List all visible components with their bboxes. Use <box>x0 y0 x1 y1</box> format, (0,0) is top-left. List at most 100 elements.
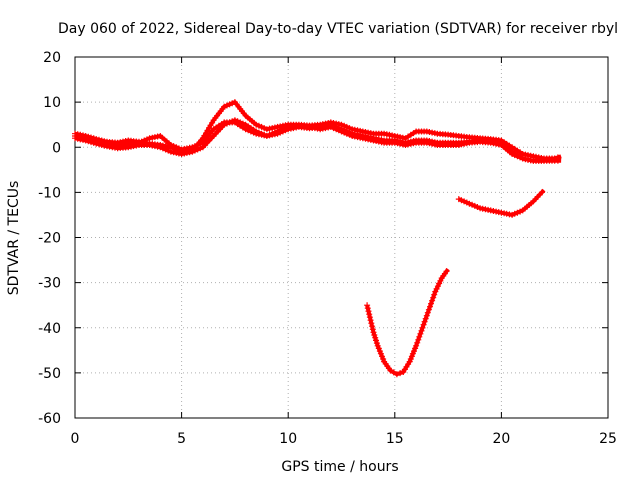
data-point-marker <box>372 334 379 341</box>
data-point-marker <box>424 309 431 316</box>
series-track-5 <box>364 267 450 378</box>
y-axis-label: SDTVAR / TECUs <box>6 181 22 296</box>
y-tick-label: -60 <box>38 411 61 427</box>
data-point-marker <box>514 153 521 160</box>
data-point-marker <box>417 330 424 337</box>
data-point-marker <box>411 348 417 355</box>
data-point-marker <box>415 336 422 343</box>
data-point-marker <box>429 297 436 304</box>
plot-frame <box>74 56 609 419</box>
data-point-marker <box>434 283 441 290</box>
data-point-marker <box>421 318 428 325</box>
data-point-marker <box>141 137 148 144</box>
data-point-marker <box>466 200 473 207</box>
x-tick-label: 0 <box>71 431 80 447</box>
data-point-marker <box>282 125 289 132</box>
data-point-marker <box>430 294 437 301</box>
data-point-marker <box>88 137 94 143</box>
data-point-marker <box>393 371 400 378</box>
data-point-marker <box>266 131 273 138</box>
x-tick-label: 15 <box>386 431 404 447</box>
data-point-marker <box>223 102 230 109</box>
y-tick-label: 10 <box>43 95 61 111</box>
data-point-marker <box>364 302 371 309</box>
data-series <box>72 99 562 378</box>
chart-title: Day 060 of 2022, Sidereal Day-to-day VTE… <box>58 21 618 37</box>
data-point-marker <box>397 370 404 377</box>
data-point-marker <box>517 208 524 215</box>
y-tick-label: -50 <box>38 366 61 382</box>
data-point-marker <box>309 124 316 131</box>
data-point-marker <box>514 209 521 216</box>
data-point-marker <box>170 143 177 150</box>
data-point-marker <box>428 300 434 307</box>
series-track-4 <box>455 188 546 218</box>
data-point-marker <box>221 103 228 110</box>
data-point-marker <box>419 324 426 331</box>
data-point-marker <box>366 311 373 318</box>
y-tick-label: 20 <box>43 50 61 66</box>
x-axis-label: GPS time / hours <box>281 459 398 475</box>
data-point-marker <box>274 128 281 135</box>
data-point-marker <box>407 356 414 362</box>
data-point-marker <box>511 152 518 159</box>
data-point-marker <box>162 146 169 153</box>
data-point-marker <box>373 340 380 347</box>
data-point-marker <box>413 342 420 349</box>
data-point-marker <box>367 317 374 324</box>
data-point-marker <box>90 137 97 144</box>
data-point-marker <box>420 321 427 328</box>
data-point-marker <box>369 326 376 333</box>
data-point-marker <box>138 138 145 145</box>
data-point-marker <box>461 198 468 205</box>
data-point-marker <box>517 154 524 161</box>
data-point-marker <box>269 130 276 137</box>
data-point-marker <box>414 339 421 346</box>
x-tick-label: 25 <box>599 431 617 447</box>
data-point-marker <box>371 332 378 338</box>
data-point-marker <box>469 201 476 208</box>
data-point-marker <box>427 303 433 310</box>
data-point-marker <box>335 127 342 134</box>
y-tick-label: 0 <box>52 140 61 156</box>
y-tick-label: -10 <box>38 185 61 201</box>
data-point-marker <box>416 333 423 340</box>
data-point-marker <box>423 312 430 319</box>
data-point-marker <box>82 135 89 142</box>
data-point-marker <box>418 327 425 334</box>
data-point-marker <box>247 128 254 135</box>
data-point-marker <box>346 131 353 138</box>
data-point-marker <box>245 127 252 134</box>
data-point-marker <box>554 155 561 162</box>
data-point-marker <box>229 100 236 107</box>
data-point-marker <box>191 143 198 150</box>
data-point-marker <box>390 369 397 376</box>
data-point-marker <box>365 308 372 315</box>
data-point-marker <box>255 122 262 129</box>
data-point-marker <box>85 136 92 143</box>
data-point-marker <box>387 367 394 374</box>
data-point-marker <box>330 125 337 132</box>
data-point-marker <box>422 315 429 322</box>
data-point-marker <box>437 277 444 284</box>
data-point-marker <box>373 337 379 344</box>
grid-lines <box>75 57 608 418</box>
axis-ticks: 0 5 10 15 20 25 -60 -50 -40 -30 -20 -10 0 10 20 <box>38 50 617 447</box>
data-point-marker <box>175 145 182 152</box>
data-point-marker <box>167 142 174 148</box>
data-point-marker <box>474 204 481 210</box>
data-point-marker <box>458 197 465 204</box>
data-point-marker <box>436 280 443 287</box>
data-point-marker <box>511 210 518 217</box>
data-point-marker <box>343 130 350 137</box>
data-point-marker <box>370 329 377 336</box>
data-point-marker <box>509 211 516 218</box>
data-point-marker <box>261 125 268 132</box>
y-tick-label: -20 <box>38 231 61 247</box>
data-point-marker <box>375 345 382 352</box>
data-point-marker <box>327 123 334 130</box>
data-point-marker <box>194 142 201 148</box>
data-point-marker <box>538 189 545 196</box>
data-point-marker <box>431 291 438 298</box>
